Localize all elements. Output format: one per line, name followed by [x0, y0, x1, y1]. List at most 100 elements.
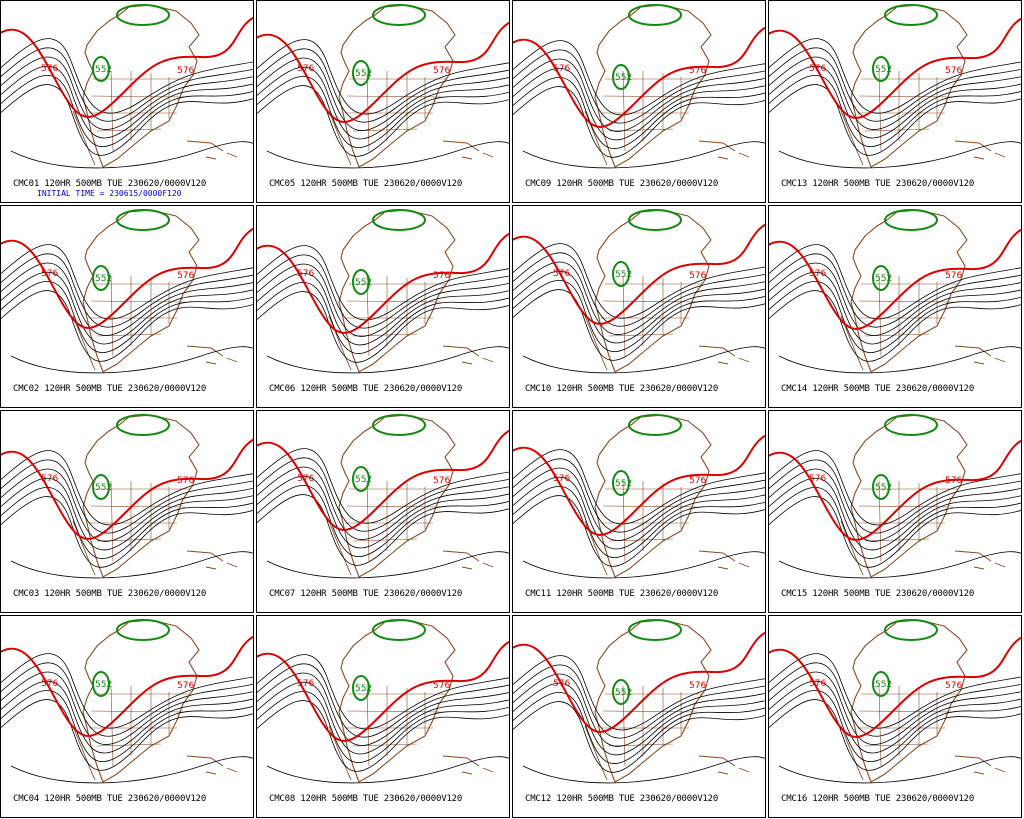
- height-contour: [257, 663, 509, 738]
- baja-coast: [584, 725, 608, 781]
- height-contour: [257, 654, 509, 730]
- height-contour: [10, 756, 253, 784]
- state-border: [622, 685, 626, 767]
- height-contour: [769, 65, 1021, 139]
- state-border: [622, 275, 626, 357]
- forecast-panel: 576 576 552 CMC02 120HR 500MB TUE 230620/00…: [0, 205, 254, 408]
- island: [186, 755, 224, 767]
- island: [205, 566, 217, 570]
- height-contour: [522, 141, 765, 169]
- height-contour: [257, 245, 509, 321]
- island: [442, 140, 480, 152]
- contour-label-576: 576: [945, 476, 962, 486]
- contour-label-576: 576: [809, 679, 826, 689]
- height-contour: [778, 756, 1021, 784]
- panel-caption: CMC16 120HR 500MB TUE 230620/0000V120: [781, 794, 975, 804]
- island: [954, 755, 992, 767]
- island: [717, 361, 729, 365]
- island: [954, 345, 992, 357]
- height-contour: [1, 496, 253, 568]
- forecast-panel: 576 576 552 CMC07 120HR 500MB TUE 230620/00…: [256, 410, 510, 613]
- contour-label-576: 576: [809, 64, 826, 74]
- island: [482, 767, 494, 773]
- height-contour: [769, 290, 1021, 362]
- contour-552-low: [92, 56, 110, 82]
- contour-label-552: 552: [95, 680, 112, 690]
- height-map: 576 576 552: [1, 209, 253, 374]
- height-contour: [769, 496, 1021, 568]
- height-contour: [257, 681, 509, 755]
- contour-552-low: [352, 269, 370, 295]
- height-contour: [257, 75, 509, 148]
- state-border: [96, 128, 162, 132]
- contour-label-576: 576: [433, 66, 450, 76]
- contour-552-low: [352, 675, 370, 701]
- height-contour: [1, 84, 253, 156]
- height-map: 576 576 552: [769, 4, 1021, 169]
- panel-caption: CMC04 120HR 500MB TUE 230620/0000V120: [13, 794, 207, 804]
- state-border: [878, 480, 882, 562]
- state-border: [96, 743, 162, 747]
- height-contour: [257, 263, 509, 337]
- contour-552-low: [352, 60, 370, 86]
- state-border: [864, 128, 930, 132]
- height-map: 576 576 552: [513, 209, 765, 374]
- baja-coast: [328, 520, 352, 576]
- contour-label-552: 552: [355, 69, 372, 79]
- forecast-panel: 576 576 552 CMC16 120HR 500MB TUE 230620/00…: [768, 615, 1022, 818]
- baja-coast: [328, 110, 352, 166]
- contour-label-552: 552: [615, 688, 632, 698]
- contour-552-north: [884, 209, 938, 231]
- island: [738, 152, 750, 158]
- island: [442, 755, 480, 767]
- coastline: [594, 414, 712, 578]
- island: [205, 771, 217, 775]
- height-contour: [266, 756, 509, 784]
- contour-552-low: [612, 64, 630, 90]
- contour-label-552: 552: [615, 479, 632, 489]
- panel-caption: CMC02 120HR 500MB TUE 230620/0000V120: [13, 384, 207, 394]
- panel-caption: CMC10 120HR 500MB TUE 230620/0000V120: [525, 384, 719, 394]
- panel-caption: CMC14 120HR 500MB TUE 230620/0000V120: [781, 384, 975, 394]
- height-contour: [513, 270, 765, 344]
- contour-552-north: [884, 414, 938, 436]
- contour-label-576: 576: [553, 64, 570, 74]
- panel-caption: CMC06 120HR 500MB TUE 230620/0000V120: [269, 384, 463, 394]
- contour-label-576: 576: [297, 474, 314, 484]
- contour-label-576: 576: [809, 474, 826, 484]
- height-map: 576 576 552: [257, 209, 509, 374]
- contour-576: [513, 434, 765, 536]
- island: [973, 566, 985, 570]
- island: [738, 767, 750, 773]
- panel-caption: CMC01 120HR 500MB TUE 230620/0000V120: [13, 179, 207, 189]
- contour-label-576: 576: [177, 681, 194, 691]
- contour-label-552: 552: [875, 680, 892, 690]
- contour-label-576: 576: [297, 679, 314, 689]
- height-contour: [513, 673, 765, 747]
- contour-label-576: 576: [689, 271, 706, 281]
- island: [226, 357, 238, 363]
- state-border: [608, 743, 674, 747]
- state-border: [90, 300, 186, 303]
- forecast-panel: 576 576 552 CMC01 120HR 500MB TUE 230620/00…: [0, 0, 254, 203]
- contour-552-north: [116, 414, 170, 436]
- state-border: [352, 333, 418, 337]
- contour-552-north: [628, 414, 682, 436]
- contour-label-576: 576: [433, 681, 450, 691]
- island: [205, 361, 217, 365]
- contour-552-low: [612, 679, 630, 705]
- contour-576: [513, 26, 765, 128]
- height-contour: [769, 47, 1021, 122]
- contour-label-552: 552: [355, 278, 372, 288]
- height-contour: [769, 662, 1021, 737]
- coastline: [850, 619, 968, 783]
- height-contour: [769, 38, 1021, 114]
- contour-576: [769, 17, 1021, 119]
- forecast-panel: 576 576 552 CMC04 120HR 500MB TUE 230620/00…: [0, 615, 254, 818]
- contour-label-576: 576: [177, 66, 194, 76]
- height-contour: [257, 700, 509, 772]
- island: [186, 550, 224, 562]
- height-contour: [769, 653, 1021, 729]
- contour-label-552: 552: [95, 483, 112, 493]
- island: [226, 562, 238, 568]
